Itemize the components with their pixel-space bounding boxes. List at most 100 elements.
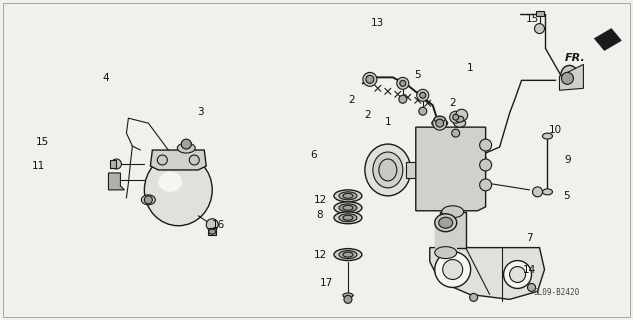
Circle shape: [452, 129, 460, 137]
Ellipse shape: [339, 192, 357, 200]
Circle shape: [453, 114, 459, 120]
Ellipse shape: [435, 247, 456, 259]
Circle shape: [420, 92, 426, 98]
Ellipse shape: [542, 133, 553, 139]
Circle shape: [561, 72, 573, 84]
Ellipse shape: [560, 65, 579, 87]
Text: 8: 8: [316, 210, 323, 220]
Circle shape: [400, 80, 406, 86]
Ellipse shape: [334, 202, 362, 214]
Circle shape: [433, 116, 447, 130]
Text: 17: 17: [320, 278, 332, 288]
Polygon shape: [430, 248, 544, 300]
Circle shape: [399, 95, 407, 103]
Text: 4: 4: [102, 73, 109, 83]
Polygon shape: [416, 127, 486, 211]
Ellipse shape: [209, 229, 216, 234]
Circle shape: [480, 159, 492, 171]
Ellipse shape: [334, 249, 362, 260]
Circle shape: [532, 187, 542, 197]
Text: 2: 2: [365, 110, 371, 120]
Ellipse shape: [542, 189, 553, 195]
Polygon shape: [594, 28, 622, 51]
Text: 16: 16: [211, 220, 225, 230]
Ellipse shape: [343, 205, 353, 210]
Circle shape: [111, 159, 122, 169]
Text: 5: 5: [563, 191, 570, 201]
Circle shape: [417, 89, 429, 101]
Text: 5: 5: [415, 70, 421, 80]
Ellipse shape: [373, 152, 403, 188]
Text: 11: 11: [32, 161, 45, 171]
Text: 10: 10: [549, 125, 562, 135]
Circle shape: [510, 267, 525, 283]
Circle shape: [442, 260, 463, 279]
Circle shape: [189, 155, 199, 165]
Ellipse shape: [456, 116, 464, 122]
Ellipse shape: [177, 143, 195, 153]
Ellipse shape: [334, 190, 362, 202]
Circle shape: [206, 219, 218, 231]
Bar: [435, 223, 456, 252]
Circle shape: [419, 107, 427, 115]
Bar: [536, 11, 544, 16]
Circle shape: [397, 77, 409, 89]
Circle shape: [480, 179, 492, 191]
Circle shape: [504, 260, 532, 288]
Text: 3: 3: [197, 107, 204, 117]
Circle shape: [181, 139, 191, 149]
Ellipse shape: [158, 172, 182, 192]
Circle shape: [366, 76, 374, 83]
Bar: [110, 160, 116, 168]
Text: 15: 15: [526, 14, 539, 24]
Circle shape: [363, 72, 377, 86]
Text: 2: 2: [449, 98, 456, 108]
Ellipse shape: [343, 293, 353, 298]
Circle shape: [527, 284, 536, 292]
Circle shape: [158, 155, 167, 165]
Text: 2: 2: [349, 95, 355, 105]
Circle shape: [480, 139, 492, 151]
Polygon shape: [108, 173, 125, 190]
Ellipse shape: [454, 119, 466, 127]
Ellipse shape: [435, 214, 456, 232]
Ellipse shape: [141, 195, 155, 205]
Ellipse shape: [181, 140, 191, 148]
Text: 7: 7: [526, 233, 533, 243]
Circle shape: [436, 119, 444, 127]
Text: 13: 13: [371, 18, 384, 28]
Polygon shape: [560, 64, 584, 90]
Ellipse shape: [434, 116, 446, 122]
Bar: [208, 228, 216, 235]
Ellipse shape: [442, 206, 464, 218]
Ellipse shape: [144, 154, 212, 226]
Text: 12: 12: [313, 250, 327, 260]
Ellipse shape: [339, 204, 357, 212]
Circle shape: [144, 196, 153, 204]
Circle shape: [435, 252, 471, 287]
Bar: [440, 212, 466, 248]
Circle shape: [456, 109, 468, 121]
Ellipse shape: [339, 214, 357, 222]
Ellipse shape: [379, 159, 397, 181]
Text: SL09-B2420: SL09-B2420: [533, 288, 579, 297]
Text: 15: 15: [36, 137, 49, 147]
Text: 14: 14: [523, 265, 536, 275]
Text: 6: 6: [311, 150, 317, 160]
Ellipse shape: [339, 251, 357, 259]
Ellipse shape: [343, 252, 353, 257]
Ellipse shape: [432, 119, 448, 127]
Ellipse shape: [439, 217, 453, 228]
Circle shape: [470, 293, 478, 301]
Polygon shape: [151, 150, 206, 170]
Text: 9: 9: [564, 155, 571, 165]
Text: 1: 1: [467, 63, 473, 73]
Ellipse shape: [334, 212, 362, 224]
Circle shape: [534, 24, 544, 34]
Ellipse shape: [365, 144, 411, 196]
Circle shape: [449, 111, 461, 123]
Circle shape: [344, 295, 352, 303]
Ellipse shape: [343, 215, 353, 220]
Text: 1: 1: [384, 117, 391, 127]
Bar: [406, 162, 416, 178]
